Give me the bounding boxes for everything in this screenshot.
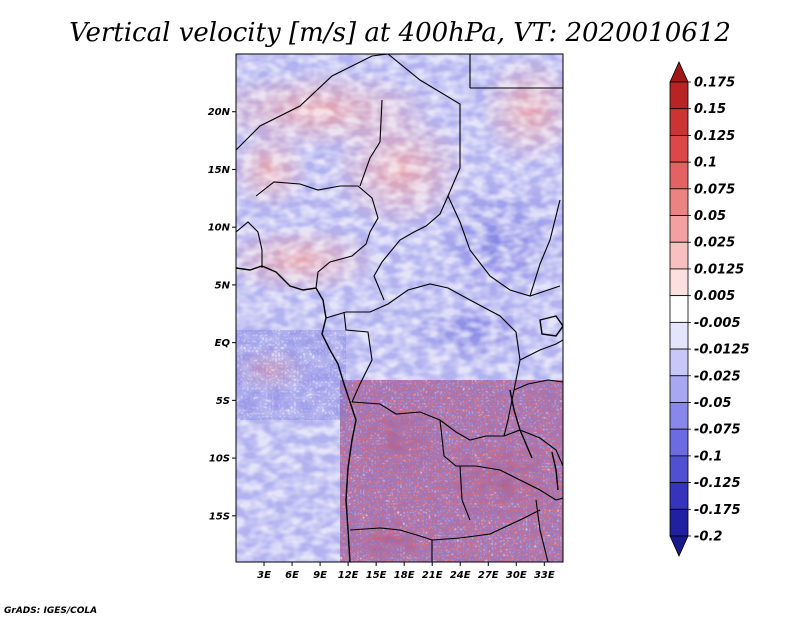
x-tick-label: 12E (338, 570, 359, 581)
y-tick-label: 5N (215, 280, 231, 291)
border (503, 429, 563, 467)
colorbar-box (669, 241, 689, 270)
lake-tanganyika (509, 389, 533, 459)
coastline (236, 265, 357, 562)
y-tick-label: 15N (208, 165, 231, 176)
border (535, 499, 549, 562)
y-tick-label: 20N (208, 107, 231, 118)
lake-victoria (539, 315, 563, 337)
colorbar: 0.175 0.15 0.125 0.1 0.075 0.05 0.025 0.0125 0.0… (669, 61, 750, 557)
colorbar-arrow-top (669, 61, 689, 83)
colorbar-label: -0.175 (694, 503, 741, 518)
colorbar-box (669, 135, 689, 163)
colorbar-box (669, 81, 689, 110)
border (519, 339, 563, 361)
colorbar-label: -0.2 (694, 530, 722, 545)
chart-title: Vertical velocity [m/s] at 400hPa, VT: 2… (69, 18, 731, 48)
colorbar-box (669, 188, 689, 216)
colorbar-box (669, 348, 689, 377)
colorbar-label: -0.005 (694, 316, 741, 331)
colorbar-box (669, 482, 689, 510)
colorbar-box (669, 321, 689, 350)
border (529, 199, 561, 297)
colorbar-box (669, 215, 689, 243)
x-tick-label: 6E (285, 570, 299, 581)
border (255, 181, 379, 289)
colorbar-label: -0.025 (694, 369, 741, 384)
border (373, 54, 461, 301)
y-tick-label: 10N (208, 223, 231, 234)
colorbar-label: -0.05 (694, 396, 731, 411)
colorbar-box (669, 295, 689, 323)
colorbar-box (669, 455, 689, 483)
colorbar-label: 0.0125 (694, 262, 744, 277)
y-tick-label: 15S (209, 511, 230, 522)
colorbar-label: 0.125 (694, 129, 735, 144)
border (459, 465, 471, 521)
field-speckle-blue (340, 380, 563, 562)
credit-label: GrADS: IGES/COLA (4, 606, 97, 616)
colorbar-label: -0.125 (694, 476, 741, 491)
colorbar-label: -0.075 (694, 423, 741, 438)
colorbar-label: -0.0125 (694, 343, 750, 358)
colorbar-label: 0.005 (694, 289, 735, 304)
colorbar-label: 0.175 (694, 76, 735, 91)
y-axis: 20N 15N 10N 5N EQ 5S 10S 15S (208, 107, 236, 522)
x-tick-label: 24E (450, 570, 471, 581)
x-tick-label: 3E (257, 570, 271, 581)
y-tick-label: 10S (209, 454, 230, 465)
country-borders (236, 54, 563, 562)
colorbar-box (669, 161, 689, 190)
colorbar-label: 0.075 (694, 182, 735, 197)
colorbar-box (669, 375, 689, 403)
border (236, 69, 345, 151)
colorbar-box (669, 108, 689, 136)
y-tick-label: EQ (215, 338, 231, 349)
x-tick-label: 27E (478, 570, 499, 581)
colorbar-arrow-bottom (669, 535, 689, 557)
x-tick-label: 15E (366, 570, 387, 581)
border (343, 311, 373, 403)
colorbar-label: 0.05 (694, 209, 726, 224)
x-axis: 3E 6E 9E 12E 15E 18E 21E 24E 27E 30E 33E (257, 562, 555, 581)
border (439, 419, 563, 501)
colorbar-label: -0.1 (694, 449, 722, 464)
x-tick-label: 33E (534, 570, 555, 581)
x-tick-label: 21E (422, 570, 443, 581)
colorbar-box (669, 402, 689, 430)
colorbar-label: 0.15 (694, 102, 726, 117)
y-tick-label: 5S (216, 396, 230, 407)
border (359, 99, 383, 187)
colorbar-box (669, 268, 689, 297)
colorbar-label: 0.025 (694, 236, 735, 251)
x-tick-label: 18E (394, 570, 415, 581)
border (325, 283, 521, 437)
border (343, 54, 389, 71)
field-speckle-blue (236, 330, 346, 420)
x-tick-label: 9E (313, 570, 327, 581)
colorbar-label: 0.1 (694, 156, 717, 171)
colorbar-box (669, 508, 689, 537)
map-frame (235, 53, 564, 563)
colorbar-box (669, 428, 689, 457)
border (236, 221, 263, 268)
lake-malawi (551, 451, 559, 491)
x-tick-label: 30E (506, 570, 527, 581)
border (513, 379, 563, 391)
map-panel (236, 54, 563, 562)
